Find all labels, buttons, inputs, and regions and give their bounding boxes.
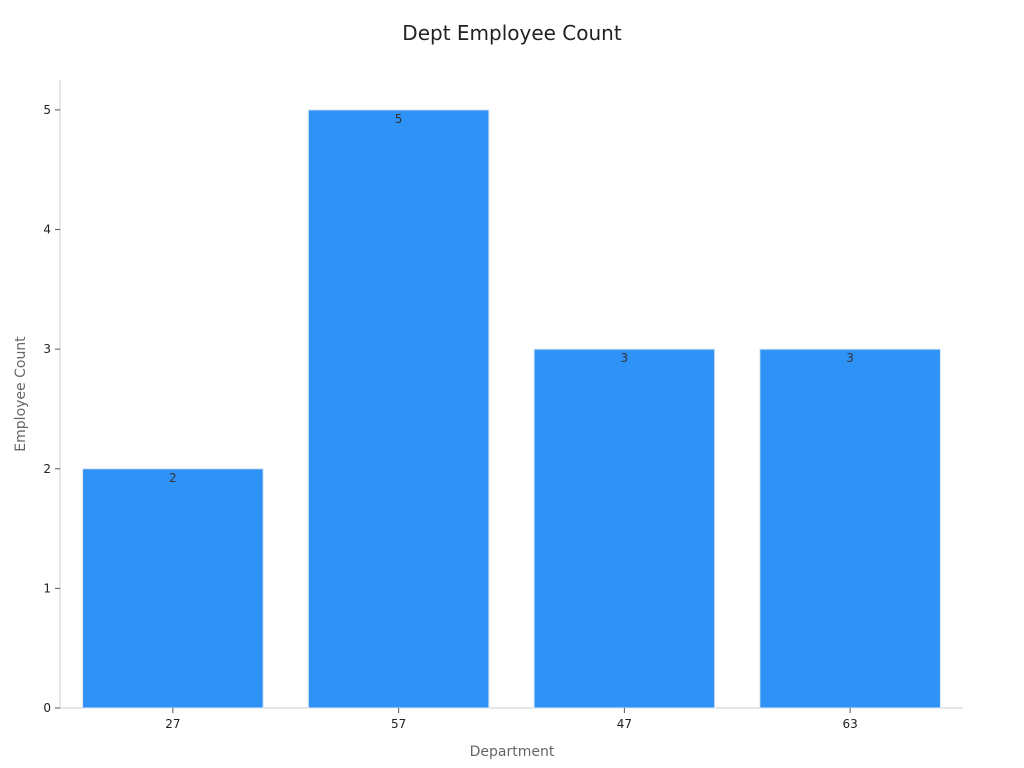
bar xyxy=(307,109,490,709)
x-tick-label: 57 xyxy=(391,717,406,731)
y-tick-label: 3 xyxy=(43,342,51,356)
plot-area: 0 1 2 3 4 5 2 27 5 57 3 47 3 63 xyxy=(43,80,963,731)
x-tick-label: 47 xyxy=(617,717,632,731)
y-axis-label: Employee Count xyxy=(13,336,29,452)
bar-value-label: 2 xyxy=(169,471,177,485)
bar xyxy=(759,348,941,709)
y-tick-label: 5 xyxy=(43,103,51,117)
y-tick-label: 1 xyxy=(43,581,51,595)
x-tick-label: 27 xyxy=(165,717,180,731)
x-tick-label: 63 xyxy=(842,717,857,731)
bar xyxy=(82,468,264,709)
x-axis-label: Department xyxy=(470,744,555,760)
bar-value-label: 5 xyxy=(395,112,403,126)
bar-value-label: 3 xyxy=(846,351,854,365)
y-tick-label: 0 xyxy=(43,701,51,715)
bar-value-label: 3 xyxy=(621,351,629,365)
y-tick-label: 4 xyxy=(43,223,51,237)
y-tick-label: 2 xyxy=(43,462,51,476)
bar xyxy=(533,348,716,709)
chart-title: Dept Employee Count xyxy=(402,21,622,45)
